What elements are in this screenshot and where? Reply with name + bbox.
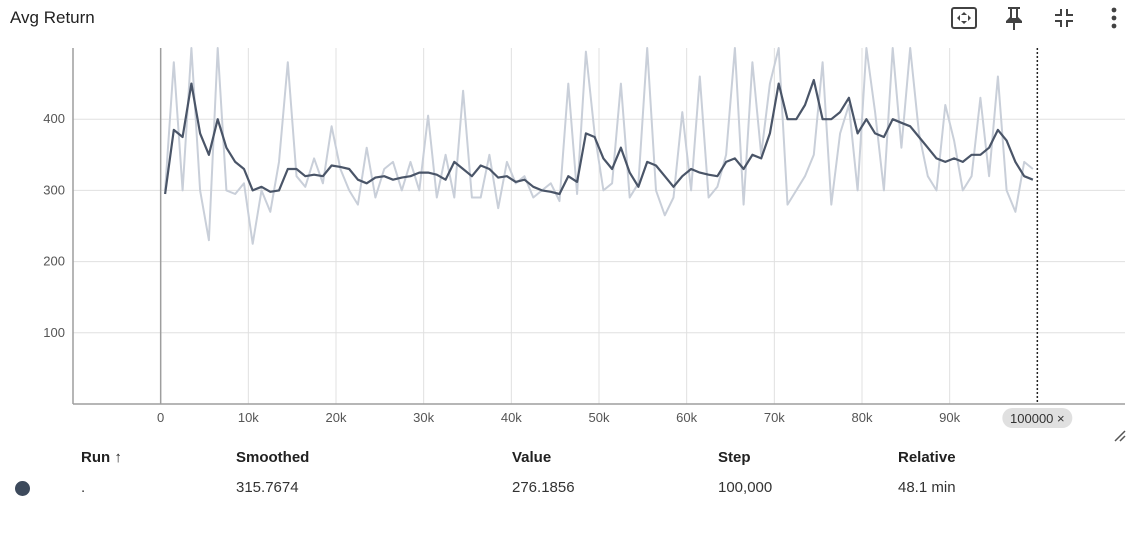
collapse-button[interactable] — [1048, 4, 1080, 32]
run-column-header[interactable]: Run ↑ — [81, 449, 122, 466]
relative-time: 48.1 min — [898, 479, 956, 496]
y-tick-label: 400 — [43, 111, 65, 126]
y-tick-label: 200 — [43, 254, 65, 269]
chart-toolbar — [948, 4, 1130, 32]
fit-domain-button[interactable] — [948, 4, 980, 32]
pin-button[interactable] — [998, 4, 1030, 32]
smoothed-column-header: Smoothed — [236, 449, 310, 466]
run-color-dot — [15, 481, 30, 496]
line-chart[interactable]: 100 200 300 400 0 10k 20k 30k 40k 50k 60k 70k 80k 90k… — [0, 40, 1140, 430]
x-tick-label: 30k — [413, 410, 434, 425]
x-tick-label: 80k — [852, 410, 873, 425]
x-tick-label: 50k — [589, 410, 610, 425]
fit-domain-icon — [951, 7, 977, 29]
step-value: 100,000 — [718, 479, 773, 496]
pin-icon — [1006, 7, 1022, 30]
chart-title: Avg Return — [10, 8, 95, 27]
table-row: . 315.7674 276.1856 100,000 48.1 min — [0, 474, 1140, 502]
x-tick-label: 40k — [501, 410, 522, 425]
y-tick-label: 100 — [43, 325, 65, 340]
step-column-header: Step — [718, 449, 751, 466]
resize-handle-icon[interactable] — [1112, 428, 1126, 442]
x-tick-label: 90k — [939, 410, 960, 425]
relative-column-header: Relative — [898, 449, 956, 466]
value-column-header: Value — [512, 449, 552, 466]
table-header-row: Run ↑ Smoothed Value Step Relative — [0, 444, 1140, 472]
raw-series-line — [164, 47, 1034, 245]
x-tick-label: 20k — [326, 410, 347, 425]
more-options-button[interactable] — [1098, 4, 1130, 32]
x-tick-label: 0 — [157, 410, 164, 425]
x-tick-label: 70k — [764, 410, 785, 425]
smoothed-value: 315.7674 — [236, 479, 299, 496]
smoothed-series-line — [164, 78, 1034, 196]
y-tick-label: 300 — [43, 182, 65, 197]
more-vert-icon — [1111, 7, 1117, 29]
collapse-icon — [1055, 9, 1073, 27]
cursor-step-badge — [1002, 408, 1073, 428]
run-table: Run ↑ Smoothed Value Step Relative . 315… — [0, 444, 1140, 502]
run-name: . — [81, 479, 86, 496]
x-tick-label: 60k — [676, 410, 697, 425]
raw-value: 276.1856 — [512, 479, 575, 496]
cursor-step-label: 100000 × — [1010, 411, 1065, 426]
x-tick-label: 10k — [238, 410, 259, 425]
